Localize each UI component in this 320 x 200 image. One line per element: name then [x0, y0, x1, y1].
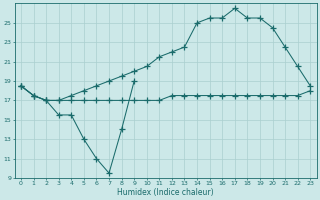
X-axis label: Humidex (Indice chaleur): Humidex (Indice chaleur) — [117, 188, 214, 197]
